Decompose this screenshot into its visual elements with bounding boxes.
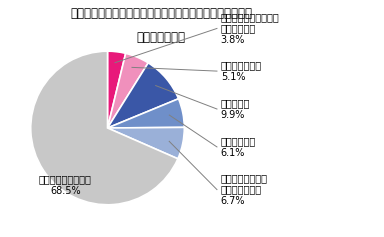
- Wedge shape: [108, 51, 126, 128]
- Wedge shape: [31, 51, 178, 205]
- Text: 提出したことはない
68.5%: 提出したことはない 68.5%: [39, 174, 92, 196]
- Text: 抵抗感や嫌悪感: 抵抗感や嫌悪感: [137, 31, 186, 44]
- Text: （抵抗感や嫌悪感は）
全くなかった
3.8%: （抵抗感や嫌悪感は） 全くなかった 3.8%: [221, 12, 280, 45]
- Wedge shape: [108, 99, 184, 128]
- Text: アダルトコンテンツの購入・視聴に身分証明書を提出する: アダルトコンテンツの購入・視聴に身分証明書を提出する: [70, 7, 252, 20]
- Wedge shape: [108, 63, 179, 128]
- Text: かなりあった
6.1%: かなりあった 6.1%: [221, 136, 256, 158]
- Wedge shape: [108, 53, 148, 128]
- Text: あまりなかった
5.1%: あまりなかった 5.1%: [221, 60, 262, 82]
- Wedge shape: [108, 127, 184, 159]
- Text: 抵抗感や嫌悪感で
手続きをやめた
6.7%: 抵抗感や嫌悪感で 手続きをやめた 6.7%: [221, 173, 268, 206]
- Text: 多少あった
9.9%: 多少あった 9.9%: [221, 98, 250, 120]
